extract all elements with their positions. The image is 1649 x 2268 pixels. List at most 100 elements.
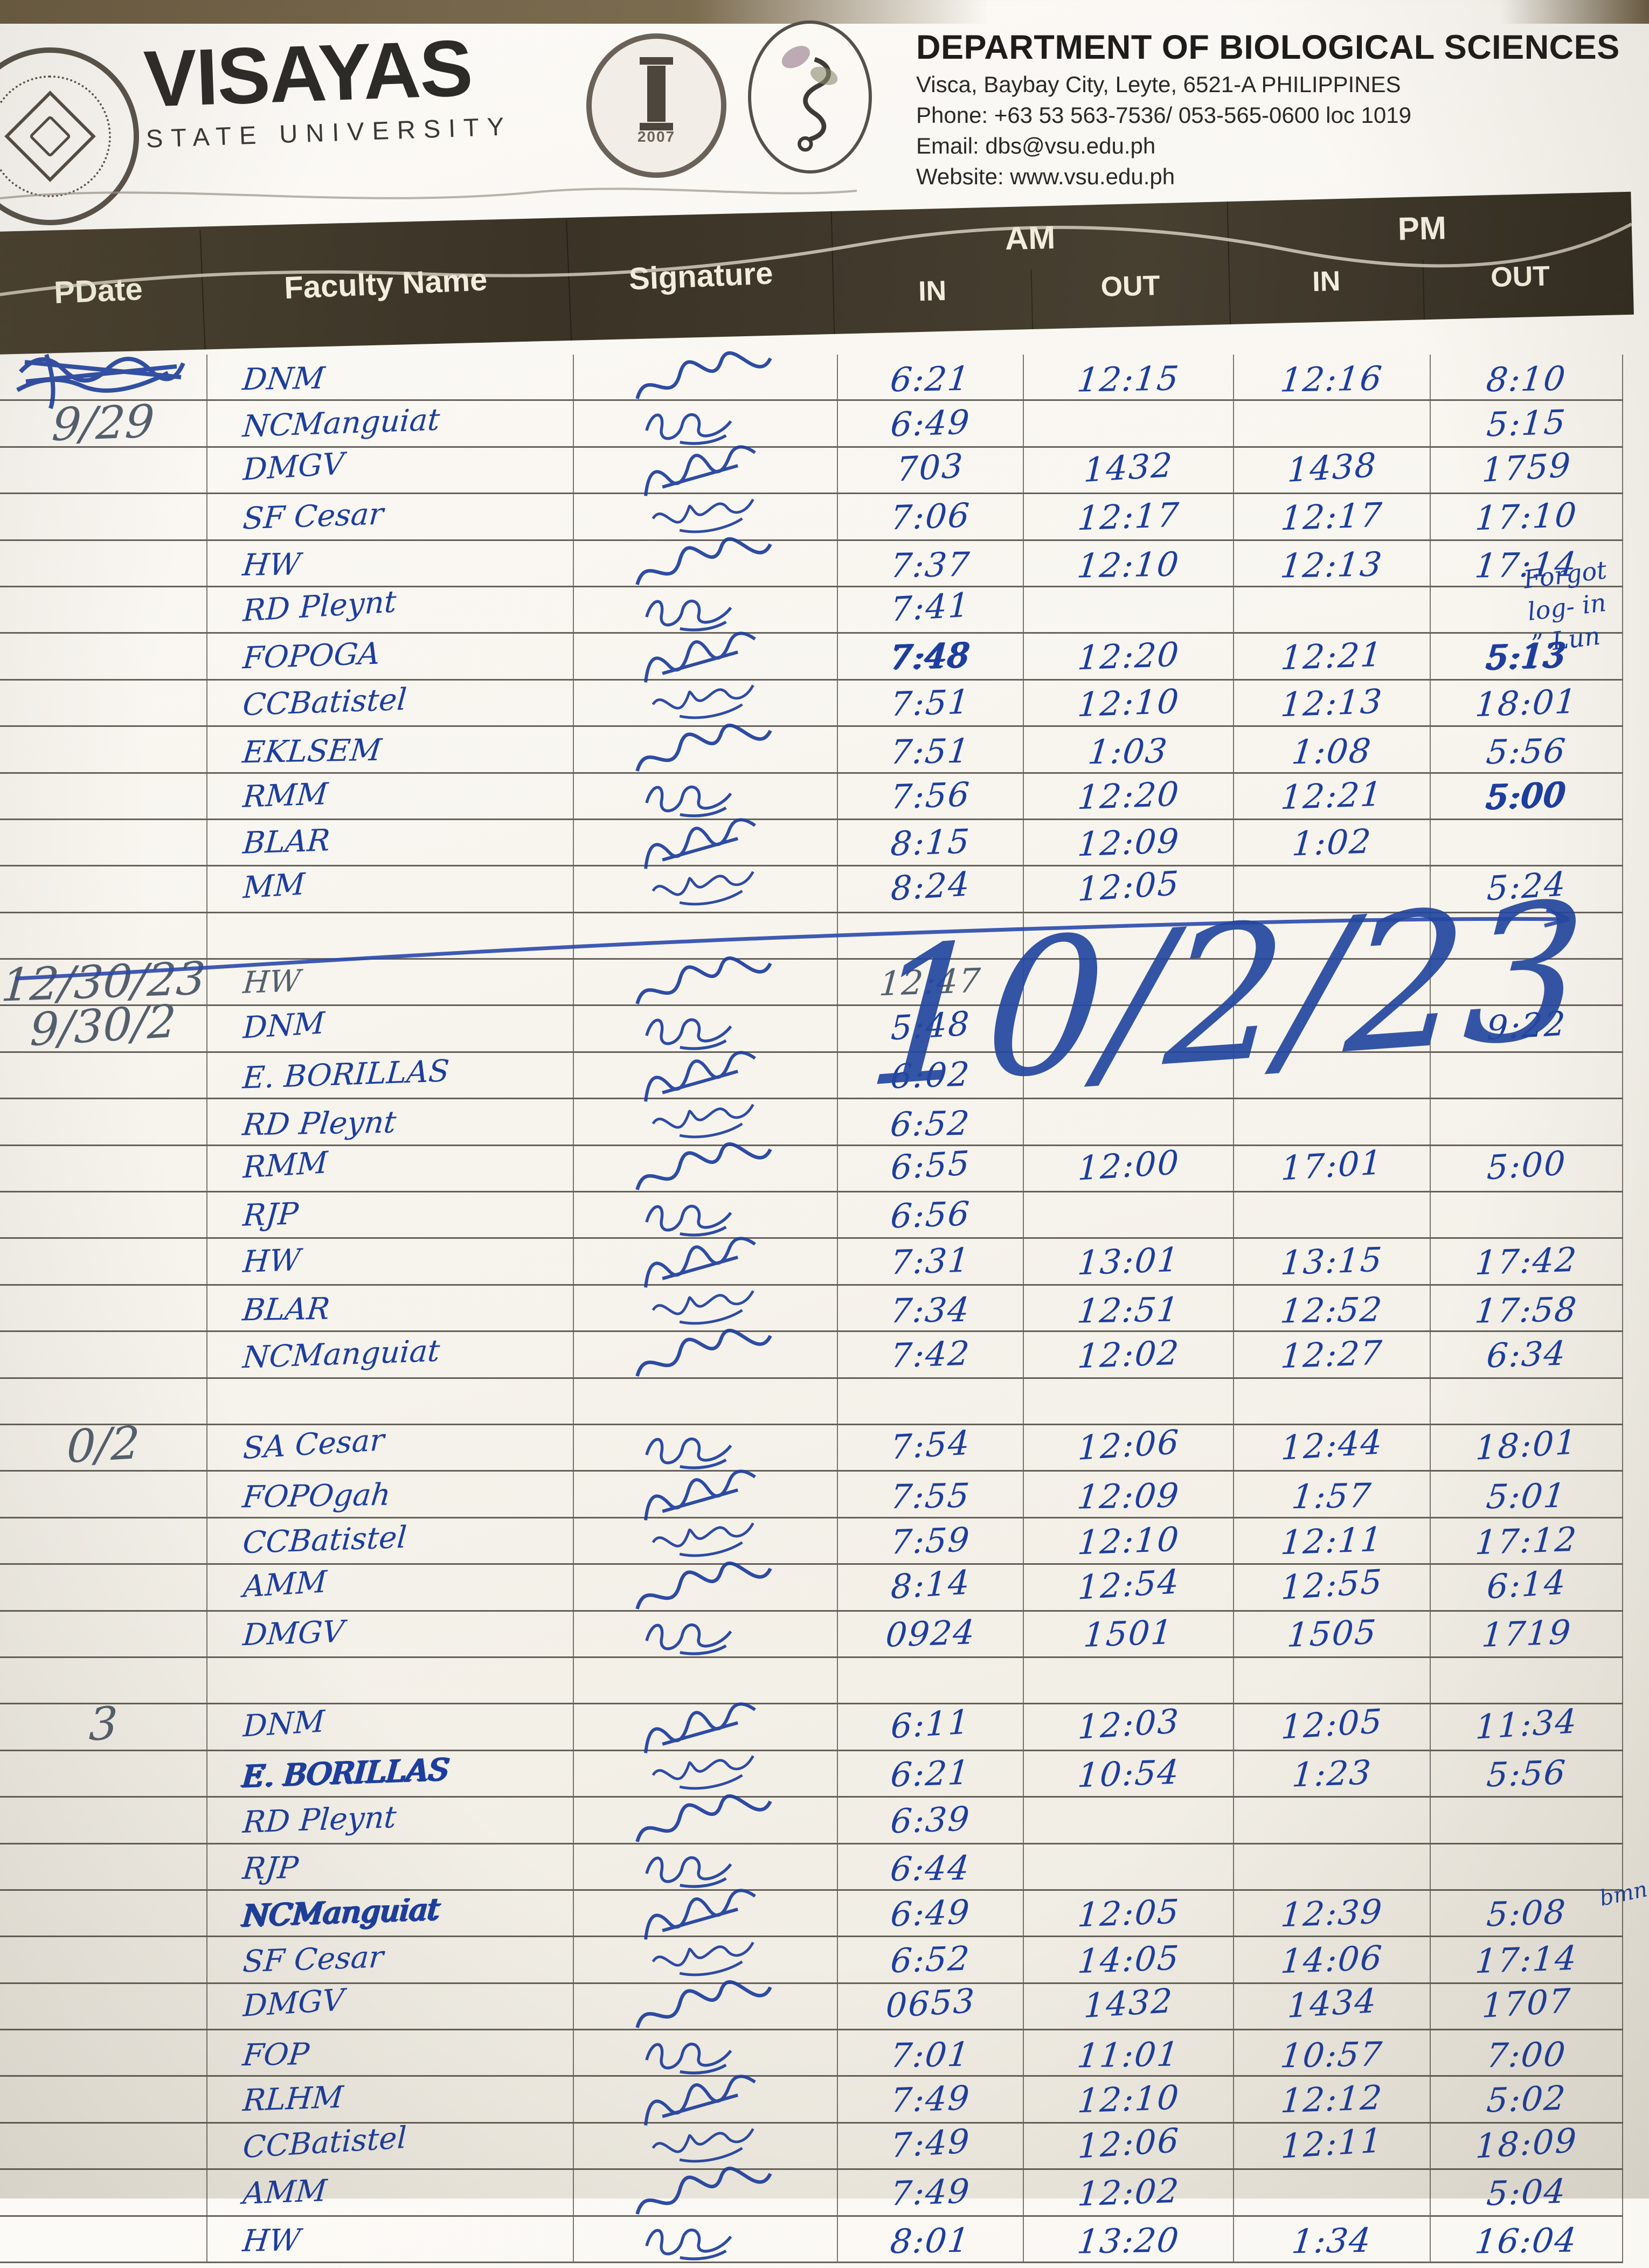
signature-cell [574, 1006, 838, 1051]
handwritten-time: 12:02 [1076, 1333, 1181, 1376]
handwritten-name: NCManguiat [241, 1892, 441, 1934]
pdate-cell [0, 1099, 207, 1145]
signature-cell [574, 634, 838, 678]
pm-in-cell: 12:52 [1234, 1285, 1431, 1331]
am-in-cell: 0653 [838, 1981, 1024, 2029]
pdate-cell [0, 1472, 207, 1517]
attendance-row: CCBatistel 7:59 12:10 12:11 17:12 [0, 1518, 1623, 1565]
handwritten-time: 12:06 [1077, 2120, 1180, 2166]
am-in-cell [838, 1378, 1024, 1424]
faculty-name-cell: HW [207, 1239, 574, 1284]
handwritten-time: 1438 [1286, 445, 1377, 490]
faculty-name-cell: HW [207, 2216, 574, 2262]
handwritten-time: 8:10 [1484, 358, 1568, 400]
seal-inner-ring [0, 75, 111, 197]
handwritten-time: 7:49 [889, 2078, 972, 2120]
pm-out-cell: 5:04 [1431, 2170, 1623, 2215]
handwritten-name: FOP [241, 2036, 311, 2073]
handwritten-time: 12:10 [1075, 544, 1181, 586]
handwritten-name: DMGV [242, 446, 345, 488]
handwritten-time: 12:20 [1076, 634, 1181, 678]
am-out-cell: 12:02 [1024, 2170, 1234, 2215]
handwritten-name: DNM [242, 1005, 325, 1046]
faculty-name-cell: DNM [207, 355, 574, 400]
handwritten-date: 3 [88, 1696, 119, 1751]
handwritten-time: 12:51 [1075, 1289, 1181, 1331]
pdate-cell [0, 680, 207, 726]
handwritten-time: 6:14 [1486, 1562, 1567, 1607]
handwritten-time: 7:42 [889, 1333, 972, 1376]
pm-out-cell: 17:12 [1431, 1518, 1623, 1564]
attendance-row: RMM 6:55 12:00 17:01 5:00 [0, 1146, 1623, 1193]
am-out-cell: 12:10 [1024, 540, 1234, 586]
pdate-cell [0, 1146, 207, 1191]
pm-out-cell: 1719 [1431, 1611, 1623, 1656]
handwritten-time: 12:47 [878, 960, 983, 1004]
handwritten-date: 0/2 [66, 1416, 141, 1473]
handwritten-time: 12:44 [1280, 1422, 1384, 1468]
pdate-cell [0, 913, 207, 959]
am-out-cell: 13:01 [1024, 1239, 1234, 1284]
am-out-cell: 12:06 [1024, 1422, 1234, 1471]
signature-cell [574, 820, 838, 865]
pm-in-cell: 1505 [1234, 1611, 1431, 1656]
pm-in-cell: 1:02 [1234, 820, 1431, 865]
pdate-cell: 0/2 [0, 1416, 207, 1473]
am-out-cell: 14:05 [1024, 1937, 1234, 1982]
attendance-row: HW 7:37 12:10 12:13 17:14 [0, 541, 1623, 587]
column-header-pm: PM [1397, 210, 1447, 247]
handwritten-time: 12:52 [1278, 1289, 1385, 1331]
handwritten-time: 12:27 [1279, 1333, 1384, 1376]
handwritten-time: 8:24 [890, 864, 971, 908]
handwritten-time: 1505 [1285, 1612, 1378, 1655]
handwritten-time: 7:55 [888, 1475, 972, 1517]
pdate-cell [0, 2216, 207, 2262]
handwritten-time: 6:44 [888, 1848, 972, 1889]
signature-cell [574, 1099, 838, 1145]
am-out-cell: 12:03 [1024, 1701, 1234, 1750]
handwritten-time: 12:15 [1075, 358, 1181, 400]
faculty-name-cell: FOPOGA [207, 634, 574, 679]
faculty-name-cell: RD Pleynt [207, 1099, 574, 1145]
handwritten-time: 5:24 [1486, 864, 1567, 908]
pm-in-cell [1234, 401, 1431, 446]
am-in-cell: 12:47 [838, 960, 1024, 1005]
pdate-cell [0, 1890, 207, 1936]
signature-cell [574, 2170, 838, 2215]
handwritten-time: 7:51 [888, 731, 972, 772]
handwritten-name: AMM [242, 1564, 328, 1605]
handwritten-name: E. BORILLAS [241, 1053, 451, 1097]
handwritten-time: 17:12 [1474, 1519, 1579, 1562]
signature-cell [574, 1984, 838, 2029]
handwritten-name: RLHM [241, 2079, 345, 2119]
handwritten-name: RJP [241, 1196, 300, 1233]
faculty-name-cell: HW [207, 960, 574, 1005]
handwritten-time: 1:57 [1290, 1475, 1374, 1517]
handwritten-time: 10:54 [1076, 1752, 1181, 1795]
attendance-row: DMGV 703 1432 1438 1759 [0, 448, 1623, 494]
am-in-cell: 0924 [838, 1611, 1024, 1656]
handwritten-time: 7:41 [890, 585, 971, 629]
handwritten-time: 7:00 [1484, 2034, 1568, 2076]
am-out-cell [1024, 1052, 1234, 1098]
handwritten-time: 17:42 [1474, 1239, 1579, 1283]
pm-out-cell [1431, 1378, 1623, 1424]
faculty-name-cell: FOPOgah [207, 1472, 574, 1517]
pdate-cell [0, 447, 207, 493]
pm-out-cell: 9:22 [1431, 1004, 1623, 1051]
pm-out-cell: 6:34 [1431, 1332, 1623, 1377]
handwritten-time: 7:54 [890, 1423, 971, 1467]
attendance-row: RD Pleynt 6:39 [0, 1798, 1623, 1844]
am-in-cell: 8:15 [838, 820, 1024, 865]
column-group-pm: PM IN OUT [1227, 192, 1618, 325]
handwritten-date: 9/30/2 [29, 995, 177, 1057]
handwritten-time: 12:17 [1279, 495, 1384, 538]
handwritten-time: 12:10 [1076, 681, 1181, 724]
handwritten-name: DMGV [241, 1614, 346, 1653]
handwritten-time: 7:59 [889, 1520, 972, 1562]
pdate-cell [0, 1332, 207, 1377]
am-out-cell: 12:54 [1024, 1562, 1234, 1610]
am-in-cell [838, 913, 1024, 959]
faculty-name-cell: DNM [207, 1704, 574, 1750]
attendance-row: MM 8:24 12:05 5:24 [0, 863, 1623, 913]
